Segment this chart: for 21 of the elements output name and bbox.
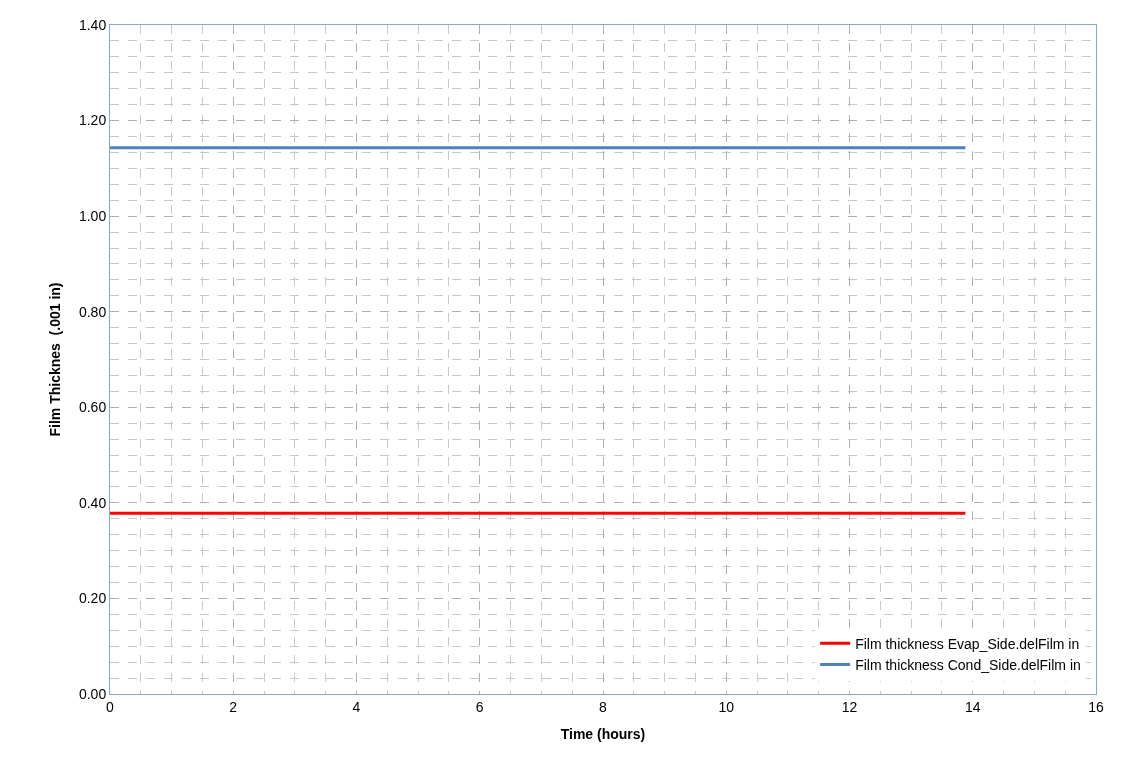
y-tick-label: 0.20 xyxy=(78,590,107,607)
y-tick-label: 1.20 xyxy=(78,112,107,129)
y-tick-label: 0.40 xyxy=(78,494,107,511)
x-tick-label: 12 xyxy=(841,698,858,715)
x-tick-label: 6 xyxy=(475,698,484,715)
y-tick-label: 0.60 xyxy=(78,399,107,416)
y-tick-label: 0.00 xyxy=(78,685,107,702)
x-axis-title: Time (hours) xyxy=(560,726,646,743)
x-tick-label: 16 xyxy=(1088,698,1104,715)
x-tick-label: 14 xyxy=(964,698,981,715)
x-tick-label: 2 xyxy=(229,698,238,715)
x-tick-label: 8 xyxy=(599,698,608,715)
y-tick-label: 1.40 xyxy=(78,16,107,33)
x-tick-label: 10 xyxy=(718,698,735,715)
legend-label: Film thickness Evap_Side.delFilm in xyxy=(855,635,1080,652)
legend-label: Film thickness Cond_Side.delFilm in xyxy=(855,656,1081,673)
y-tick-label: 1.00 xyxy=(78,208,107,225)
x-tick-label: 4 xyxy=(352,698,361,715)
y-axis-title: Film Thicknes (.001 in) xyxy=(46,282,63,437)
x-tick-label: 0 xyxy=(106,698,115,715)
y-tick-label: 0.80 xyxy=(78,303,107,320)
